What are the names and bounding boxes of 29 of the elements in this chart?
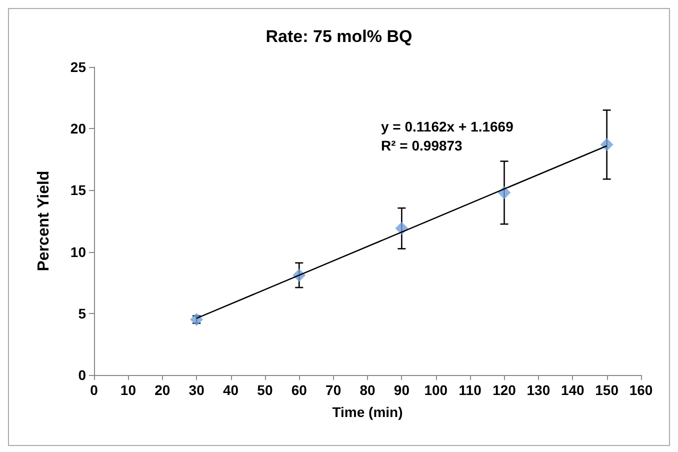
x-tick-label: 30 bbox=[188, 382, 205, 398]
x-tick-label: 110 bbox=[458, 382, 482, 398]
x-tick-label: 10 bbox=[120, 382, 136, 398]
y-tick-label: 15 bbox=[70, 182, 86, 198]
point bbox=[600, 138, 614, 152]
y-tick-label: 5 bbox=[78, 305, 86, 322]
x-tick-label: 130 bbox=[526, 382, 550, 398]
x-tick-label: 100 bbox=[424, 382, 448, 398]
x-tick-label: 0 bbox=[90, 382, 98, 398]
x-tick-label: 70 bbox=[326, 382, 342, 398]
point bbox=[190, 313, 204, 326]
x-tick-label: 50 bbox=[257, 382, 273, 398]
x-tick-label: 90 bbox=[394, 382, 410, 398]
y-tick-label: 10 bbox=[70, 244, 86, 260]
y-tick-label: 0 bbox=[78, 367, 86, 383]
x-tick-label: 80 bbox=[360, 382, 376, 398]
y-tick-label: 25 bbox=[70, 59, 86, 75]
y-tick-label: 20 bbox=[70, 120, 86, 137]
x-tick-label: 20 bbox=[154, 382, 170, 398]
y-axis-title: Percent Yield bbox=[36, 170, 52, 272]
annotation: y = 0.1162x + 1.1669 R² = 0.99873 bbox=[381, 118, 514, 154]
x-tick-label: 60 bbox=[291, 382, 308, 398]
x-tick-label: 150 bbox=[595, 382, 619, 398]
x-tick-label: 120 bbox=[492, 382, 516, 398]
x-tick-label: 160 bbox=[629, 382, 653, 398]
x-tick-label: 40 bbox=[222, 382, 239, 398]
x-tick-label: 140 bbox=[560, 382, 585, 398]
x-axis-title: Time (min) bbox=[332, 404, 403, 420]
chart-title: Rate: 75 mol% BQ bbox=[266, 27, 412, 46]
